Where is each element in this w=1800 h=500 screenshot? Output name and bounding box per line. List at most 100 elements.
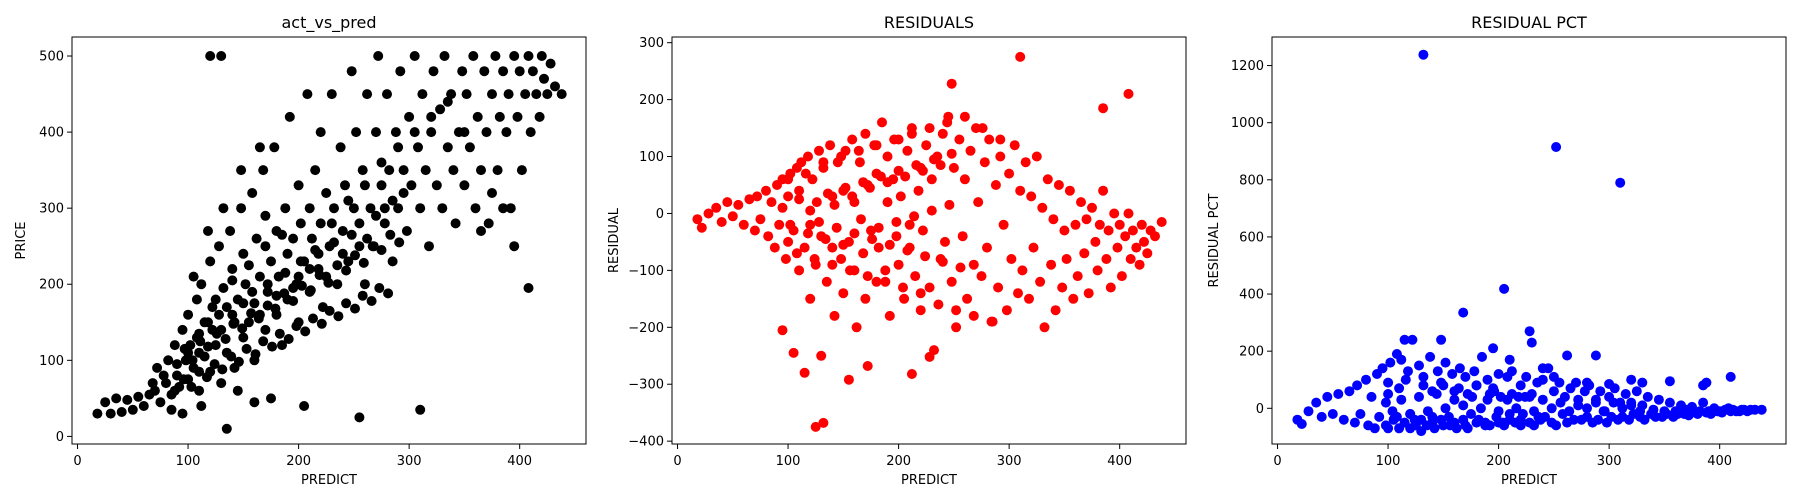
data-point bbox=[267, 341, 278, 352]
data-point bbox=[1431, 389, 1442, 399]
data-point bbox=[210, 294, 221, 305]
data-point bbox=[843, 374, 854, 385]
data-point bbox=[1369, 423, 1380, 434]
data-point bbox=[409, 51, 420, 61]
data-point bbox=[1009, 140, 1020, 151]
data-point bbox=[716, 217, 727, 227]
data-point bbox=[1046, 259, 1057, 270]
data-point bbox=[1493, 406, 1504, 417]
data-point bbox=[1120, 231, 1131, 242]
data-point bbox=[1311, 397, 1322, 408]
data-point bbox=[523, 283, 534, 293]
data-point bbox=[346, 229, 357, 240]
data-point bbox=[313, 248, 324, 259]
data-point bbox=[1493, 369, 1504, 379]
data-point bbox=[783, 191, 794, 202]
data-point bbox=[260, 210, 271, 221]
data-point bbox=[1109, 208, 1120, 219]
data-point bbox=[218, 283, 229, 293]
data-point bbox=[1349, 417, 1360, 428]
data-point bbox=[860, 293, 871, 304]
data-point bbox=[240, 279, 251, 290]
data-point bbox=[1366, 391, 1377, 402]
data-point bbox=[415, 404, 426, 415]
x-tick-label: 200 bbox=[286, 454, 311, 469]
data-point bbox=[1480, 420, 1491, 431]
data-point bbox=[766, 197, 777, 208]
data-point bbox=[376, 157, 387, 168]
data-point bbox=[809, 254, 820, 264]
data-point bbox=[929, 154, 939, 165]
data-point bbox=[187, 355, 198, 366]
data-point bbox=[194, 347, 205, 358]
data-point bbox=[946, 78, 957, 89]
data-point bbox=[442, 96, 453, 107]
data-point bbox=[246, 308, 257, 319]
data-point bbox=[910, 271, 921, 282]
data-point bbox=[1537, 363, 1548, 374]
data-point bbox=[1316, 411, 1327, 422]
data-point bbox=[807, 174, 818, 185]
data-point bbox=[856, 214, 866, 225]
data-point bbox=[836, 151, 847, 162]
data-point bbox=[1756, 404, 1767, 415]
data-point bbox=[845, 265, 855, 276]
data-point bbox=[1039, 322, 1050, 333]
data-point bbox=[1031, 151, 1042, 162]
data-point bbox=[904, 219, 915, 230]
data-point bbox=[1425, 351, 1436, 362]
data-point bbox=[849, 228, 860, 239]
data-point bbox=[1105, 282, 1116, 293]
x-tick-label: 300 bbox=[397, 454, 422, 469]
data-point bbox=[147, 378, 158, 389]
data-point bbox=[777, 202, 788, 213]
data-point bbox=[1327, 409, 1338, 419]
data-point bbox=[1004, 168, 1015, 179]
data-point bbox=[805, 219, 816, 230]
data-point bbox=[343, 256, 354, 267]
data-point bbox=[1090, 236, 1101, 247]
data-point bbox=[337, 226, 348, 236]
data-point bbox=[955, 262, 966, 273]
data-point bbox=[909, 211, 920, 222]
data-point bbox=[314, 270, 325, 281]
data-point bbox=[505, 203, 516, 214]
data-point bbox=[893, 259, 904, 270]
data-point bbox=[906, 369, 917, 379]
y-tick-label: 200 bbox=[1239, 345, 1264, 360]
data-point bbox=[1035, 276, 1046, 287]
data-point bbox=[951, 305, 962, 316]
data-point bbox=[1458, 307, 1469, 318]
data-point bbox=[1524, 326, 1535, 337]
data-point bbox=[1006, 254, 1017, 264]
data-point bbox=[1698, 397, 1709, 408]
data-point bbox=[1489, 386, 1500, 397]
data-point bbox=[426, 127, 437, 138]
data-point bbox=[376, 245, 387, 255]
data-point bbox=[882, 197, 893, 208]
data-point bbox=[262, 279, 273, 290]
data-point bbox=[483, 218, 494, 229]
data-point bbox=[1094, 219, 1105, 230]
data-point bbox=[346, 66, 357, 77]
data-point bbox=[225, 226, 236, 236]
data-point bbox=[1526, 337, 1537, 348]
data-point bbox=[476, 165, 486, 176]
data-point bbox=[350, 303, 360, 314]
data-point bbox=[1076, 197, 1086, 208]
data-point bbox=[816, 350, 827, 361]
panel-residuals: 0 100 200 300 400 −400 −300 −200 −100 0 100 200 300 R… bbox=[607, 13, 1187, 488]
data-point bbox=[1725, 371, 1736, 382]
data-point bbox=[810, 421, 821, 432]
data-point bbox=[209, 359, 220, 370]
data-point bbox=[1017, 265, 1028, 276]
data-point bbox=[178, 374, 189, 385]
x-tick-label: 400 bbox=[1707, 454, 1732, 469]
data-point bbox=[111, 393, 122, 404]
data-point bbox=[979, 157, 990, 168]
axes-frame bbox=[671, 36, 1187, 445]
data-point bbox=[536, 51, 547, 61]
data-point bbox=[310, 165, 321, 176]
data-point bbox=[284, 111, 295, 122]
